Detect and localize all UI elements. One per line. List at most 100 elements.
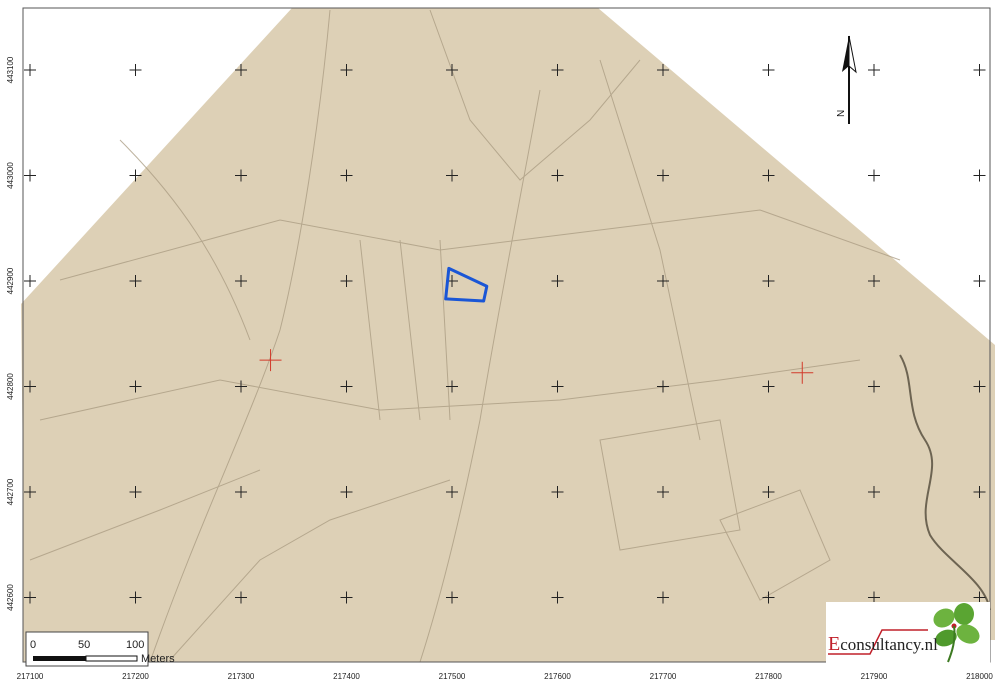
grid-cross <box>551 486 564 498</box>
grid-cross <box>235 380 247 393</box>
stream-line <box>899 354 991 611</box>
grid-cross <box>235 64 247 76</box>
grid-cross <box>340 169 353 182</box>
grid-cross <box>868 591 880 604</box>
grid-cross <box>446 64 458 76</box>
grid-cross <box>340 380 353 393</box>
x-tick-label: 217300 <box>228 672 255 681</box>
y-axis-ticks: 443100 443000 442900 442800 442700 442600 <box>6 56 15 611</box>
grid-cross <box>657 64 669 76</box>
grid-cross <box>973 380 986 393</box>
grid-cross <box>129 380 142 393</box>
scale-units: Meters <box>141 653 175 665</box>
grid-cross <box>446 169 458 182</box>
x-axis-ticks: 217100 217200 217300 217400 217500 217600 2177… <box>17 672 994 681</box>
grid-cross <box>340 64 353 76</box>
econsultancy-logo: Econsultancy.nl <box>826 602 990 666</box>
control-point-cross <box>259 349 282 372</box>
grid-cross <box>657 380 669 393</box>
grid-cross <box>868 275 880 287</box>
grid-cross <box>129 591 142 604</box>
grid-cross <box>868 64 880 76</box>
grid-cross <box>551 64 564 76</box>
grid-cross <box>24 380 36 393</box>
grid-cross <box>340 486 353 498</box>
logo-text: Econsultancy.nl <box>828 633 938 656</box>
grid-cross <box>973 275 986 287</box>
north-arrow-icon: N <box>836 35 857 124</box>
x-tick-label: 217700 <box>650 672 677 681</box>
grid-cross <box>340 275 353 287</box>
grid-cross <box>551 275 564 287</box>
grid-cross <box>24 591 36 604</box>
x-tick-label: 217200 <box>122 672 149 681</box>
y-tick-label: 442900 <box>6 267 15 294</box>
grid-cross <box>762 591 775 604</box>
grid-cross <box>446 486 458 498</box>
grid-cross <box>657 275 669 287</box>
grid-cross <box>973 591 986 604</box>
grid-cross <box>24 275 36 287</box>
cadastral-lines <box>29 9 901 663</box>
y-tick-label: 442800 <box>6 373 15 400</box>
scale-label-50: 50 <box>78 639 90 651</box>
grid-cross <box>551 169 564 182</box>
scale-segment-2 <box>85 655 138 662</box>
control-points <box>259 349 814 384</box>
y-tick-label: 443000 <box>6 162 15 189</box>
y-tick-label: 443100 <box>6 56 15 83</box>
grid-cross <box>868 486 880 498</box>
grid-cross <box>868 169 880 182</box>
grid-cross <box>657 486 669 498</box>
coordinate-grid <box>24 64 986 604</box>
grid-cross <box>762 486 775 498</box>
logo-rest: consultancy.nl <box>840 635 938 654</box>
study-area-outline <box>444 266 489 303</box>
x-tick-label: 217500 <box>439 672 466 681</box>
grid-cross <box>235 486 247 498</box>
x-tick-label: 217100 <box>17 672 44 681</box>
grid-cross <box>24 486 36 498</box>
grid-cross <box>657 169 669 182</box>
grid-cross <box>24 64 36 76</box>
grid-cross <box>762 380 775 393</box>
scale-bar: 0 50 100 Meters <box>25 631 175 667</box>
grid-cross <box>235 591 247 604</box>
grid-cross <box>551 591 564 604</box>
map-frame <box>22 7 991 663</box>
grid-cross <box>762 275 775 287</box>
grid-cross <box>235 275 247 287</box>
scale-segment-1 <box>33 656 86 661</box>
map-sheet <box>21 8 995 662</box>
north-label: N <box>836 110 847 117</box>
grid-cross <box>235 169 247 182</box>
y-tick-label: 442700 <box>6 478 15 505</box>
grid-cross <box>973 64 986 76</box>
grid-cross <box>129 486 142 498</box>
grid-cross <box>129 275 142 287</box>
grid-cross <box>973 486 986 498</box>
grid-cross <box>129 64 142 76</box>
grid-cross <box>446 380 458 393</box>
grid-cross <box>24 169 36 182</box>
grid-cross <box>446 591 458 604</box>
x-tick-label: 217400 <box>333 672 360 681</box>
grid-cross <box>762 64 775 76</box>
x-tick-label: 217900 <box>861 672 888 681</box>
grid-cross <box>129 169 142 182</box>
clover-icon <box>828 603 980 663</box>
x-tick-label: 218000 <box>966 672 993 681</box>
x-tick-label: 217600 <box>544 672 571 681</box>
scale-label-0: 0 <box>30 639 36 651</box>
grid-cross <box>762 169 775 182</box>
x-tick-label: 217800 <box>755 672 782 681</box>
grid-cross <box>551 380 564 393</box>
grid-cross <box>340 591 353 604</box>
grid-cross <box>657 591 669 604</box>
control-point-cross <box>791 361 814 384</box>
grid-cross <box>868 380 880 393</box>
logo-initial: E <box>828 633 841 655</box>
grid-cross <box>973 169 986 182</box>
